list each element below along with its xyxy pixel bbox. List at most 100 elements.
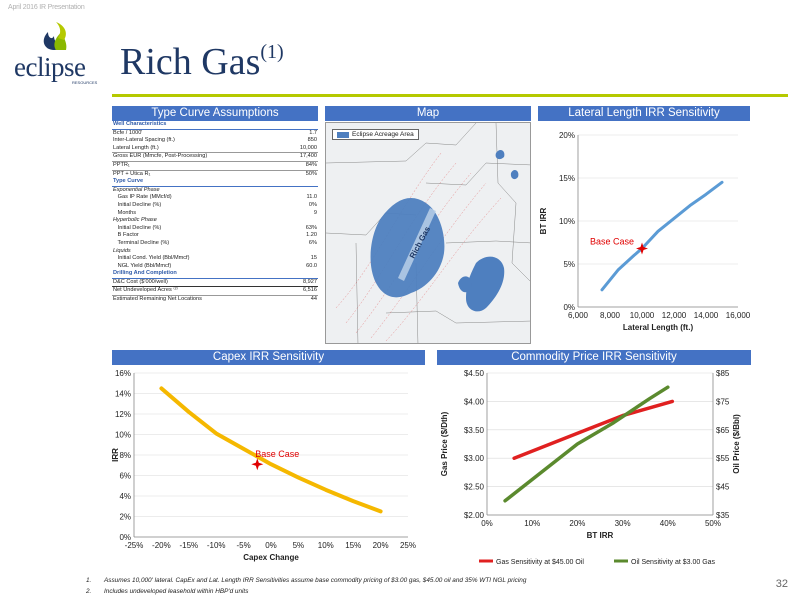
type-curve-row-label: NGL Yield (Bbl/Mmcf) <box>113 262 172 269</box>
type-curve-row-value: 1.20 <box>306 232 317 239</box>
title-divider <box>112 94 788 97</box>
x-tick-label: 20% <box>569 519 585 528</box>
y-tick-label: 20% <box>559 131 575 140</box>
y-axis-label: IRR <box>112 448 120 462</box>
footnote-2-number: 2. <box>86 588 92 595</box>
type-curve-row-value <box>283 178 318 187</box>
y-tick-label: 10% <box>559 217 575 226</box>
type-curve-row: Lateral Length (ft.) 10,000 <box>112 144 318 154</box>
type-curve-row: Initial Cond. Yield (Bbl/Mmcf) 15 <box>112 255 318 263</box>
x-tick-label: 10,000 <box>630 311 655 320</box>
type-curve-row-value: 11.0 <box>306 194 317 201</box>
y-tick-label: $3.00 <box>464 454 485 463</box>
type-curve-row-label: Estimated Remaining Net Locations <box>113 296 202 303</box>
type-curve-row-label: Gas IP Rate (MMcf/d) <box>113 194 172 201</box>
y2-tick-label: $35 <box>716 511 730 520</box>
legend-label-1: Gas Sensitivity at $45.00 Oil <box>496 559 584 566</box>
type-curve-row-label: Inter-Lateral Spacing (ft.) <box>113 137 175 144</box>
type-curve-row: Gas IP Rate (MMcf/d) 11.0 <box>112 194 318 202</box>
logo-wordmark: eclipse <box>14 52 86 82</box>
type-curve-row-value: 84% <box>283 161 318 171</box>
type-curve-row: Months 9 <box>112 210 318 218</box>
type-curve-row-label: Drilling And Completion <box>112 270 284 279</box>
base-case-label: Base Case <box>590 237 634 247</box>
type-curve-row-value <box>284 248 318 256</box>
page-title: Rich Gas(1) <box>120 40 284 84</box>
x-tick-label: 0% <box>481 519 493 528</box>
type-curve-row-label: Initial Decline (%) <box>113 224 162 231</box>
type-curve-row-label: Type Curve <box>112 178 284 187</box>
x-tick-label: 10% <box>524 519 540 528</box>
type-curve-row-value: 8,927 <box>283 278 318 288</box>
map-legend: Eclipse Acreage Area <box>332 129 419 140</box>
type-curve-row-label: Net Undeveloped Acres ⁽²⁾ <box>112 286 284 297</box>
type-curve-row-value: 10,000 <box>283 144 318 154</box>
capex-chart-panel: Capex IRR Sensitivity 0% 2% 4% 6% 8% 10% 12% 14… <box>111 350 425 572</box>
type-curve-row-label: Initial Cond. Yield (Bbl/Mmcf) <box>113 255 190 262</box>
y-tick-label: 15% <box>559 174 575 183</box>
y-tick-label: 12% <box>115 410 131 419</box>
presentation-tag: April 2016 IR Presentation <box>8 4 85 11</box>
map-heading: Map <box>325 106 531 121</box>
footnote-2-text: Includes undeveloped leasehold within HB… <box>104 588 249 595</box>
type-curve-row: NGL Yield (Bbl/Mmcf) 60.0 <box>112 263 318 271</box>
y-axis-label: BT IRR <box>539 207 548 234</box>
x-axis-label: Capex Change <box>243 553 299 562</box>
type-curve-row: Terminal Decline (%) 6% <box>112 240 318 248</box>
lateral-chart-title: Lateral Length IRR Sensitivity <box>538 106 750 121</box>
y2-tick-label: $55 <box>716 454 730 463</box>
type-curve-row-label: Initial Decline (%) <box>113 201 162 208</box>
type-curve-row: PPTR₁ 84% <box>112 161 318 171</box>
base-case-star-icon <box>251 458 264 471</box>
y-tick-label: $2.00 <box>464 511 485 520</box>
commodity-chart-panel: Commodity Price IRR Sensitivity $2.00 $2.… <box>437 350 751 572</box>
type-curve-row-label: B Factor <box>113 232 139 239</box>
type-curve-row: Gross EUR (Mmcfe, Post-Processing) 17,400 <box>112 152 318 162</box>
commodity-chart: $2.00 $2.50 $3.00 $3.50 $4.00 $4.50 $35 $45 $55 $… <box>440 369 741 566</box>
series-line-2 <box>503 385 670 503</box>
x-tick-label: 40% <box>660 519 676 528</box>
company-logo: eclipse RESOURCES <box>14 22 106 85</box>
map-legend-swatch <box>337 131 349 138</box>
y2-tick-label: $45 <box>716 483 730 492</box>
type-curve-row-label: Months <box>113 209 137 216</box>
type-curve-row-value <box>283 121 318 130</box>
type-curve-row-label: Gross EUR (Mmcfe, Post-Processing) <box>112 152 284 162</box>
type-curve-heading: Type Curve Assumptions <box>112 106 318 121</box>
page-title-main: Rich Gas <box>120 41 261 83</box>
type-curve-row-value: 60.0 <box>306 262 317 269</box>
type-curve-row-value: 6,516 <box>283 286 318 297</box>
x-axis-label: Lateral Length (ft.) <box>623 323 694 332</box>
type-curve-row-value: 1.7 <box>309 129 317 136</box>
type-curve-table: Well Characteristics Bcfe / 1000' 1.7 Inter… <box>112 121 318 304</box>
y2-tick-label: $85 <box>716 369 730 378</box>
acreage-area-east <box>466 256 505 312</box>
type-curve-row-label: Hyperbolic Phase <box>113 217 157 224</box>
type-curve-row-label: Liquids <box>113 247 131 254</box>
x-tick-label: 15% <box>345 541 361 550</box>
type-curve-row: B Factor 1.20 <box>112 232 318 240</box>
type-curve-row-value: 44 <box>310 296 317 303</box>
series-line-1 <box>600 180 724 292</box>
x-tick-label: -5% <box>236 541 250 550</box>
type-curve-row: PPT + Utica R₁ 50% <box>112 170 318 178</box>
y-tick-label: 14% <box>115 390 131 399</box>
map-image: Rich Gas Eclipse Acreage Area <box>325 122 531 344</box>
lateral-chart: 0% 5% 10% 15% 20% 6,000 8,000 10,000 12,000 14,00… <box>539 131 751 332</box>
x-tick-label: -15% <box>179 541 198 550</box>
type-curve-row-value <box>284 186 318 194</box>
type-curve-panel: Type Curve Assumptions Well Characterist… <box>112 106 318 304</box>
x-tick-label: 0% <box>265 541 277 550</box>
type-curve-row-value: 0% <box>308 201 317 208</box>
type-curve-row-label: Exponential Phase <box>113 186 160 193</box>
x-tick-label: 8,000 <box>600 311 621 320</box>
x-tick-label: 16,000 <box>726 311 750 320</box>
type-curve-row: Type Curve <box>112 178 318 187</box>
capex-chart-title: Capex IRR Sensitivity <box>112 350 425 365</box>
base-case-star-icon <box>636 242 648 255</box>
y-tick-label: 8% <box>119 451 131 460</box>
y-tick-label: $2.50 <box>464 483 485 492</box>
commodity-chart-title: Commodity Price IRR Sensitivity <box>437 350 751 365</box>
x-tick-label: -25% <box>125 541 144 550</box>
type-curve-row-value <box>284 217 318 225</box>
